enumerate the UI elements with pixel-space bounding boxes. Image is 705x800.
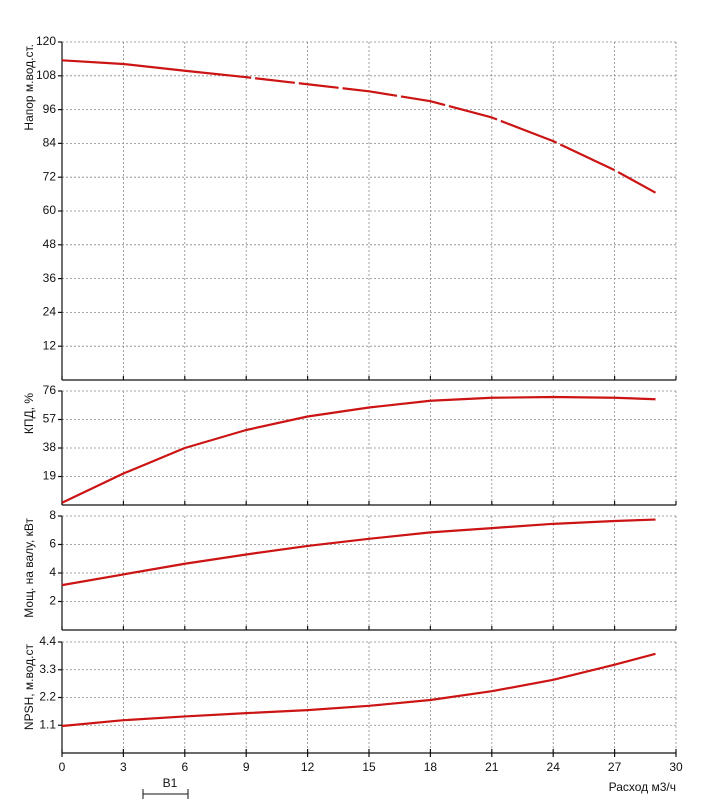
x-tick-label: 27: [608, 760, 622, 774]
y-tick-label: 76: [43, 383, 57, 397]
y-tick-label: 108: [36, 68, 56, 82]
y-axis-label: Мощ. на валу, кВт: [22, 518, 36, 618]
y-tick-label: 4.4: [39, 634, 56, 648]
y-tick-label: 36: [43, 271, 57, 285]
x-tick-label: 21: [485, 760, 499, 774]
x-tick-label: 12: [301, 760, 315, 774]
y-tick-label: 6: [49, 537, 56, 551]
y-tick-label: 4: [49, 565, 56, 579]
x-tick-label: 9: [243, 760, 250, 774]
y-tick-label: 60: [43, 203, 57, 217]
curve: [61, 59, 657, 194]
y-tick-label: 38: [43, 440, 57, 454]
y-tick-label: 12: [43, 338, 57, 352]
y-tick-label: 8: [49, 508, 56, 522]
y-tick-label: 2: [49, 594, 56, 608]
x-tick-label: 24: [547, 760, 561, 774]
x-tick-label: 3: [120, 760, 127, 774]
curve: [61, 395, 656, 504]
x-axis-label: Расход м3/ч: [609, 780, 676, 794]
annotation: B1: [163, 776, 178, 790]
curve: [61, 652, 656, 728]
y-tick-label: 72: [43, 169, 57, 183]
y-axis-label: Напор м.вод.ст.: [22, 44, 36, 131]
x-tick-label: 15: [362, 760, 376, 774]
y-tick-label: 24: [43, 305, 57, 319]
curve: [61, 518, 656, 587]
y-tick-label: 2.2: [39, 690, 56, 704]
y-tick-label: 120: [36, 34, 56, 48]
x-tick-label: 0: [59, 760, 66, 774]
y-tick-label: 84: [43, 136, 57, 150]
y-tick-label: 57: [43, 412, 57, 426]
x-tick-label: 6: [181, 760, 188, 774]
y-axis-label: КПД, %: [22, 393, 36, 434]
b1-bracket: [142, 789, 189, 799]
x-tick-label: 30: [669, 760, 683, 774]
x-tick-label: 18: [424, 760, 438, 774]
y-axis-label: NPSH, м.вод.ст: [22, 644, 36, 731]
y-tick-label: 96: [43, 102, 57, 116]
y-tick-label: 1.1: [39, 717, 56, 731]
y-tick-label: 3.3: [39, 662, 56, 676]
y-tick-label: 48: [43, 237, 57, 251]
y-tick-label: 19: [43, 469, 57, 483]
